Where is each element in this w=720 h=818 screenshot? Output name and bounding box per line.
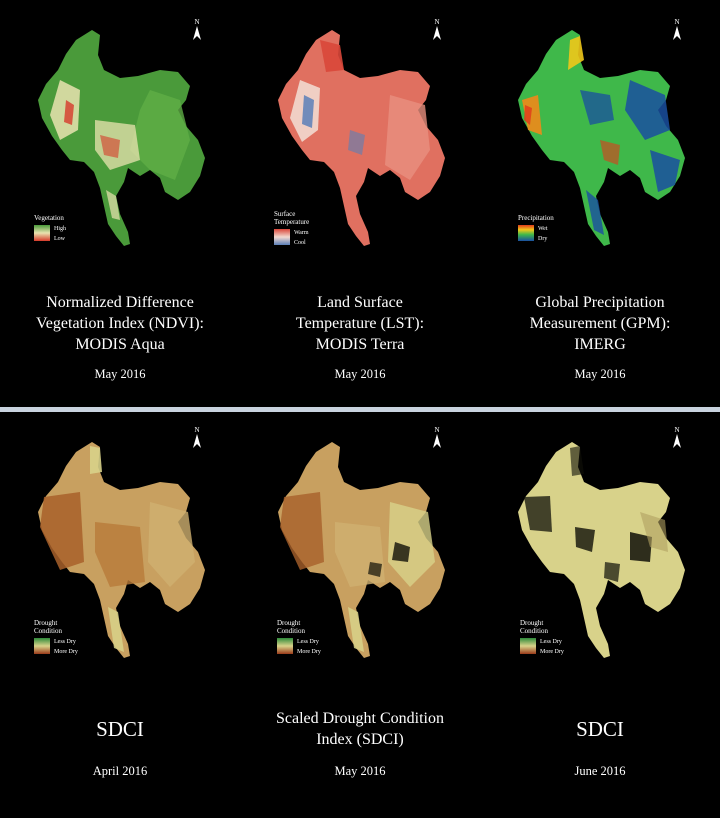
north-arrow: N bbox=[671, 426, 683, 448]
north-label: N bbox=[434, 18, 440, 26]
legend-swatch bbox=[518, 225, 534, 241]
sdci-june-legend: Drought Condition Less Dry More Dry bbox=[520, 619, 564, 656]
sdci-april-caption: SDCI bbox=[0, 717, 240, 741]
sdci-april-map bbox=[38, 442, 205, 658]
north-arrow: N bbox=[431, 18, 443, 40]
legend-swatch bbox=[277, 638, 293, 654]
caption-line: Land Surface bbox=[317, 294, 403, 311]
legend-low-label: Cool bbox=[294, 240, 306, 246]
caption-line: SDCI bbox=[576, 717, 624, 741]
legend-high-label: Warm bbox=[294, 230, 309, 236]
legend-high-label: Less Dry bbox=[54, 639, 76, 645]
caption-line: MODIS Terra bbox=[315, 336, 405, 353]
legend-swatch bbox=[34, 638, 50, 654]
legend-high-label: Less Dry bbox=[540, 639, 562, 645]
ndvi-legend: Vegetation High Low bbox=[34, 214, 94, 243]
caption-line: Vegetation Index (NDVI): bbox=[36, 315, 204, 332]
lst-caption: Land Surface Temperature (LST): MODIS Te… bbox=[240, 292, 480, 355]
legend-low-label: Dry bbox=[538, 236, 548, 242]
ndvi-map bbox=[38, 30, 205, 246]
legend-low-label: More Dry bbox=[297, 649, 321, 655]
caption-line: MODIS Aqua bbox=[75, 336, 165, 353]
legend-high-label: Wet bbox=[538, 226, 548, 232]
legend-swatch bbox=[34, 225, 50, 241]
sdci-april-cell: N Drought Condition Less Dry More Dry SD… bbox=[0, 412, 240, 818]
sdci-may-cell: N Drought Condition Less Dry More Dry Sc… bbox=[240, 412, 480, 818]
north-arrow-icon bbox=[193, 434, 201, 448]
ndvi-caption: Normalized Difference Vegetation Index (… bbox=[0, 292, 240, 355]
north-arrow: N bbox=[431, 426, 443, 448]
sdci-may-caption: Scaled Drought Condition Index (SDCI) bbox=[240, 708, 480, 750]
gpm-legend: Precipitation Wet Dry bbox=[518, 214, 578, 243]
north-label: N bbox=[674, 18, 680, 26]
caption-line: IMERG bbox=[574, 336, 626, 353]
lst-legend: Surface Temperature Warm Cool bbox=[274, 210, 318, 247]
legend-swatch bbox=[274, 229, 290, 245]
caption-line: Index (SDCI) bbox=[316, 731, 404, 748]
north-arrow-icon bbox=[433, 26, 441, 40]
sdci-june-date: June 2016 bbox=[574, 764, 626, 778]
legend-title: Drought Condition bbox=[34, 619, 63, 635]
caption-line: Global Precipitation bbox=[535, 294, 665, 311]
sdci-april-legend: Drought Condition Less Dry More Dry bbox=[34, 619, 78, 656]
north-arrow-icon bbox=[193, 26, 201, 40]
north-label: N bbox=[434, 426, 440, 434]
north-arrow: N bbox=[191, 426, 203, 448]
legend-low-label: More Dry bbox=[540, 649, 564, 655]
legend-high-label: High bbox=[54, 226, 66, 232]
north-arrow-icon bbox=[433, 434, 441, 448]
legend-title: Surface Temperature bbox=[274, 210, 310, 226]
sdci-april-date: April 2016 bbox=[92, 764, 148, 778]
legend-title: Drought Condition bbox=[520, 619, 549, 635]
sdci-may-legend: Drought Condition Less Dry More Dry bbox=[277, 619, 321, 656]
sdci-may-map bbox=[278, 442, 445, 658]
gpm-cell: N Precipitation Wet Dry Global Precipita… bbox=[480, 0, 720, 407]
north-label: N bbox=[194, 18, 200, 26]
sdci-june-cell: N Drought Condition Less Dry More Dry SD… bbox=[480, 412, 720, 818]
sdci-june-caption: SDCI bbox=[480, 717, 720, 741]
north-arrow-icon bbox=[673, 26, 681, 40]
sdci-june-map bbox=[518, 442, 685, 658]
bottom-panel: N Drought Condition Less Dry More Dry SD… bbox=[0, 412, 720, 818]
north-arrow: N bbox=[671, 18, 683, 40]
legend-title: Vegetation bbox=[34, 214, 64, 222]
ndvi-cell: N Vegetation High Low Normalized Differe… bbox=[0, 0, 240, 407]
caption-line: Scaled Drought Condition bbox=[276, 710, 444, 727]
lst-date: May 2016 bbox=[334, 367, 386, 381]
caption-line: Measurement (GPM): bbox=[529, 315, 671, 332]
north-label: N bbox=[194, 426, 200, 434]
caption-line: Temperature (LST): bbox=[295, 315, 425, 332]
gpm-map bbox=[518, 30, 685, 246]
gpm-caption: Global Precipitation Measurement (GPM): … bbox=[480, 292, 720, 355]
top-panel: N Vegetation High Low Normalized Differe… bbox=[0, 0, 720, 407]
gpm-date: May 2016 bbox=[574, 367, 626, 381]
north-arrow-icon bbox=[673, 434, 681, 448]
legend-title: Drought Condition bbox=[277, 619, 306, 635]
caption-line: Normalized Difference bbox=[46, 294, 194, 311]
north-label: N bbox=[674, 426, 680, 434]
legend-title: Precipitation bbox=[518, 214, 554, 222]
lst-map bbox=[278, 30, 445, 246]
legend-high-label: Less Dry bbox=[297, 639, 319, 645]
caption-line: SDCI bbox=[96, 717, 144, 741]
sdci-may-date: May 2016 bbox=[334, 764, 386, 778]
legend-low-label: Low bbox=[54, 236, 65, 242]
legend-swatch bbox=[520, 638, 536, 654]
ndvi-date: May 2016 bbox=[94, 367, 146, 381]
lst-cell: N Surface Temperature Warm Cool Land Sur… bbox=[240, 0, 480, 407]
north-arrow: N bbox=[191, 18, 203, 40]
legend-low-label: More Dry bbox=[54, 649, 78, 655]
